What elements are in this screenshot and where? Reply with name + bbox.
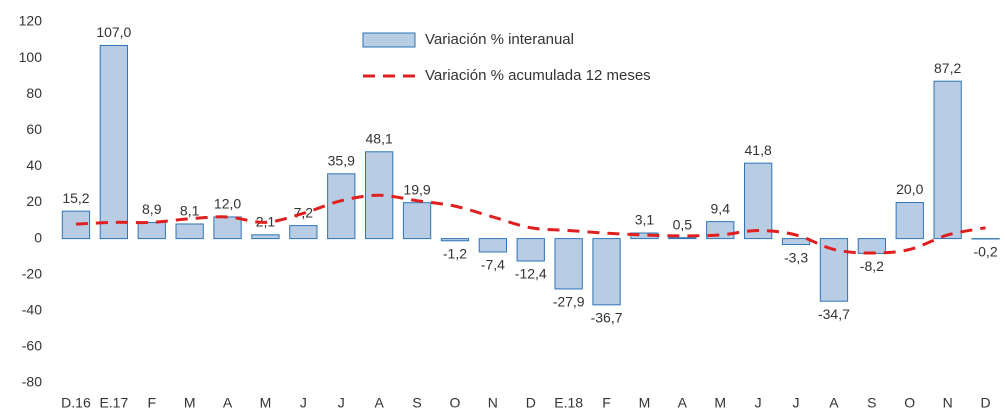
value-label: -36,7 bbox=[591, 310, 623, 326]
bar bbox=[176, 224, 203, 239]
bar bbox=[214, 217, 241, 239]
value-label: 15,2 bbox=[62, 190, 89, 206]
x-tick-label: J bbox=[755, 395, 762, 411]
y-tick-label: 20 bbox=[26, 193, 42, 209]
x-tick-label: M bbox=[639, 395, 651, 411]
value-label: 41,8 bbox=[745, 142, 772, 158]
x-tick-label: O bbox=[904, 395, 915, 411]
bar bbox=[441, 239, 468, 241]
x-tick-label: M bbox=[260, 395, 272, 411]
bar bbox=[896, 203, 923, 239]
legend-swatch bbox=[363, 33, 415, 47]
value-label: 48,1 bbox=[366, 130, 393, 146]
bar bbox=[593, 239, 620, 305]
value-label: -8,2 bbox=[860, 258, 884, 274]
value-label: 35,9 bbox=[328, 153, 355, 169]
y-tick-label: 80 bbox=[26, 85, 42, 101]
x-tick-label: A bbox=[223, 395, 233, 411]
bar bbox=[782, 239, 809, 245]
bar bbox=[252, 235, 279, 239]
x-tick-label: M bbox=[184, 395, 196, 411]
y-tick-label: 0 bbox=[34, 229, 42, 245]
x-tick-label: O bbox=[450, 395, 461, 411]
value-label: -0,2 bbox=[973, 244, 997, 260]
value-label: -12,4 bbox=[515, 266, 547, 282]
y-tick-label: 120 bbox=[19, 13, 43, 29]
value-label: -7,4 bbox=[481, 257, 505, 273]
bar bbox=[517, 239, 544, 261]
x-tick-label: M bbox=[714, 395, 726, 411]
legend-label: Variación % interanual bbox=[425, 31, 574, 48]
value-label: 8,9 bbox=[142, 201, 162, 217]
value-label: -3,3 bbox=[784, 249, 808, 265]
value-label: -34,7 bbox=[818, 306, 850, 322]
value-label: 3,1 bbox=[635, 212, 655, 228]
x-tick-label: J bbox=[300, 395, 307, 411]
x-tick-label: D bbox=[526, 395, 536, 411]
bar bbox=[555, 239, 582, 289]
y-tick-label: -40 bbox=[22, 302, 42, 318]
value-label: 107,0 bbox=[96, 24, 131, 40]
bar bbox=[138, 223, 165, 239]
y-tick-label: -60 bbox=[22, 338, 42, 354]
value-label: 0,5 bbox=[673, 216, 693, 232]
x-tick-label: S bbox=[867, 395, 876, 411]
x-tick-label: E.18 bbox=[554, 395, 583, 411]
x-tick-label: N bbox=[488, 395, 498, 411]
value-label: 87,2 bbox=[934, 60, 961, 76]
x-tick-label: N bbox=[943, 395, 953, 411]
y-tick-label: 40 bbox=[26, 157, 42, 173]
x-tick-label: S bbox=[412, 395, 421, 411]
value-label: 20,0 bbox=[896, 181, 923, 197]
x-tick-label: E.17 bbox=[99, 395, 128, 411]
x-tick-label: A bbox=[678, 395, 688, 411]
y-tick-label: 60 bbox=[26, 121, 42, 137]
y-tick-label: -20 bbox=[22, 265, 42, 281]
bar bbox=[100, 45, 127, 238]
bar bbox=[328, 174, 355, 239]
value-label: -27,9 bbox=[553, 294, 585, 310]
x-tick-label: F bbox=[147, 395, 156, 411]
bar bbox=[669, 238, 696, 239]
bar bbox=[479, 239, 506, 252]
x-tick-label: F bbox=[602, 395, 611, 411]
legend-label: Variación % acumulada 12 meses bbox=[425, 67, 651, 84]
x-tick-label: D.16 bbox=[61, 395, 91, 411]
y-tick-label: -80 bbox=[22, 374, 42, 390]
value-label: 19,9 bbox=[403, 181, 430, 197]
x-tick-label: J bbox=[338, 395, 345, 411]
value-label: 8,1 bbox=[180, 203, 200, 219]
value-label: 12,0 bbox=[214, 196, 241, 212]
x-tick-label: D bbox=[980, 395, 990, 411]
bar bbox=[745, 163, 772, 238]
x-tick-label: J bbox=[793, 395, 800, 411]
value-label: -1,2 bbox=[443, 245, 467, 261]
bar bbox=[290, 226, 317, 239]
y-tick-label: 100 bbox=[19, 49, 43, 65]
x-tick-label: A bbox=[374, 395, 384, 411]
bar bbox=[934, 81, 961, 238]
bar bbox=[403, 203, 430, 239]
x-tick-label: A bbox=[829, 395, 839, 411]
value-label: 9,4 bbox=[711, 200, 731, 216]
bar bbox=[858, 239, 885, 254]
